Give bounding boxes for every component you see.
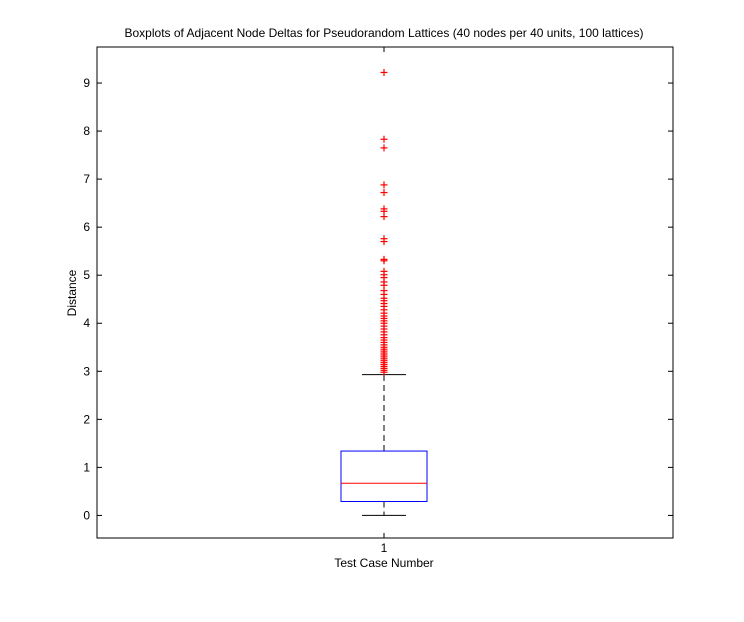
y-tick-label: 5 (83, 268, 90, 282)
x-tick-label: 1 (381, 541, 388, 555)
outlier-point (380, 144, 388, 152)
y-tick-label: 4 (83, 316, 90, 330)
y-tick-label: 0 (83, 508, 90, 522)
y-axis-label: Distance (65, 269, 79, 316)
outlier-point (380, 68, 388, 76)
box-plot-1 (340, 374, 428, 516)
outlier-point (380, 135, 388, 143)
y-tick-label: 2 (83, 412, 90, 426)
y-axis: 0 1 2 3 4 5 6 7 8 9 (83, 76, 673, 522)
y-tick-label: 6 (83, 220, 90, 234)
outlier-point (380, 181, 388, 189)
chart-title: Boxplots of Adjacent Node Deltas for Pse… (125, 26, 644, 40)
y-tick-label: 9 (83, 76, 90, 90)
y-tick-label: 1 (83, 460, 90, 474)
iqr-box (340, 450, 428, 502)
y-tick-label: 8 (83, 124, 90, 138)
x-axis: 1 (381, 47, 388, 555)
x-axis-label: Test Case Number (334, 556, 433, 570)
outlier-point (380, 189, 388, 197)
outlier-point (380, 238, 388, 246)
outlier-point (380, 368, 388, 376)
y-tick-label: 3 (83, 364, 90, 378)
y-tick-label: 7 (83, 172, 90, 186)
outlier-point (380, 257, 388, 265)
plot-area (96, 46, 674, 539)
outlier-markers (380, 68, 388, 376)
outlier-point (380, 213, 388, 221)
